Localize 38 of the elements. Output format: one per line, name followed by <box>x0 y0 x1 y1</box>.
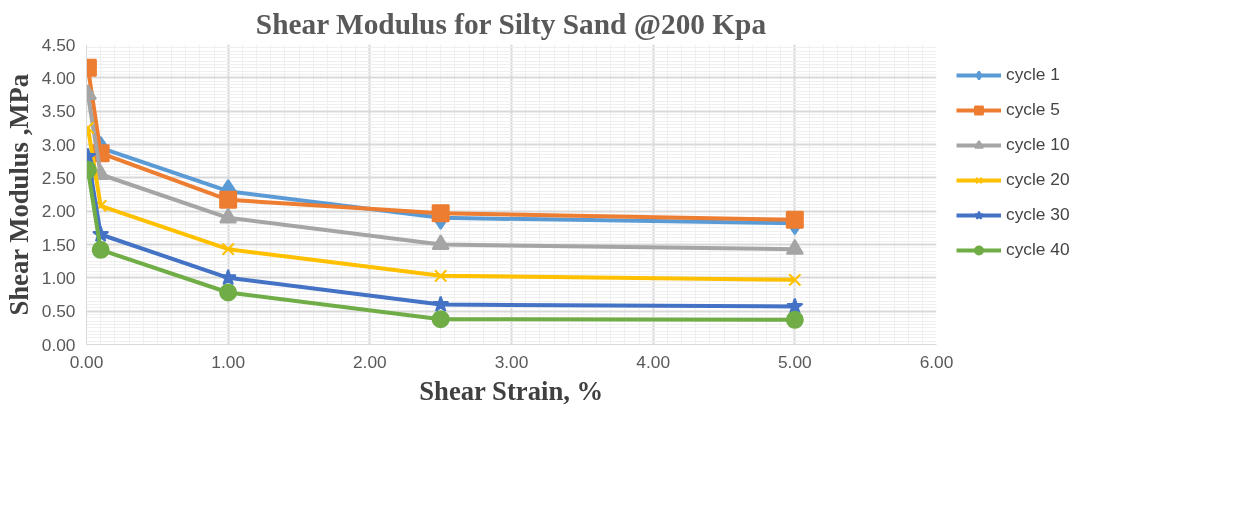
point <box>432 295 450 312</box>
legend-label: cycle 5 <box>1006 99 1060 120</box>
point <box>431 310 450 329</box>
legend-label: cycle 30 <box>1006 204 1070 225</box>
x-tick-label: 2.00 <box>352 351 387 372</box>
point <box>219 283 238 302</box>
point <box>221 242 235 256</box>
point <box>219 190 238 209</box>
x-tick-label: 6.00 <box>919 351 954 372</box>
y-tick-label: 0.50 <box>41 301 76 322</box>
x-tick-label: 1.00 <box>211 351 246 372</box>
y-tick-label: 4.00 <box>41 67 76 88</box>
point <box>785 210 804 229</box>
point <box>785 310 804 329</box>
legend-label: cycle 1 <box>1006 64 1060 85</box>
point <box>219 207 238 224</box>
x-tick-label: 5.00 <box>777 351 812 372</box>
point <box>434 269 448 283</box>
x-axis-title: Shear Strain, % <box>419 375 604 406</box>
point <box>431 204 450 223</box>
y-tick-label: 1.00 <box>41 267 76 288</box>
y-tick-label: 2.00 <box>41 201 76 222</box>
y-axis-title: Shear Modulus ,MPa <box>3 73 34 316</box>
y-tick-label: 3.00 <box>41 134 76 155</box>
point <box>788 273 802 287</box>
y-tick-label: 4.50 <box>41 34 76 55</box>
legend-label: cycle 10 <box>1006 134 1070 155</box>
point <box>219 268 237 286</box>
point <box>91 240 110 259</box>
legend-label: cycle 20 <box>1006 169 1070 190</box>
y-tick-label: 3.50 <box>41 101 76 122</box>
chart-title: Shear Modulus for Silty Sand @200 Kpa <box>255 7 767 40</box>
legend-label: cycle 40 <box>1006 239 1070 260</box>
y-tick-label: 1.50 <box>41 234 76 255</box>
x-tick-label: 4.00 <box>636 351 671 372</box>
x-tick-label: 3.00 <box>494 351 529 372</box>
y-tick-label: 2.50 <box>41 167 76 188</box>
point <box>431 234 450 251</box>
